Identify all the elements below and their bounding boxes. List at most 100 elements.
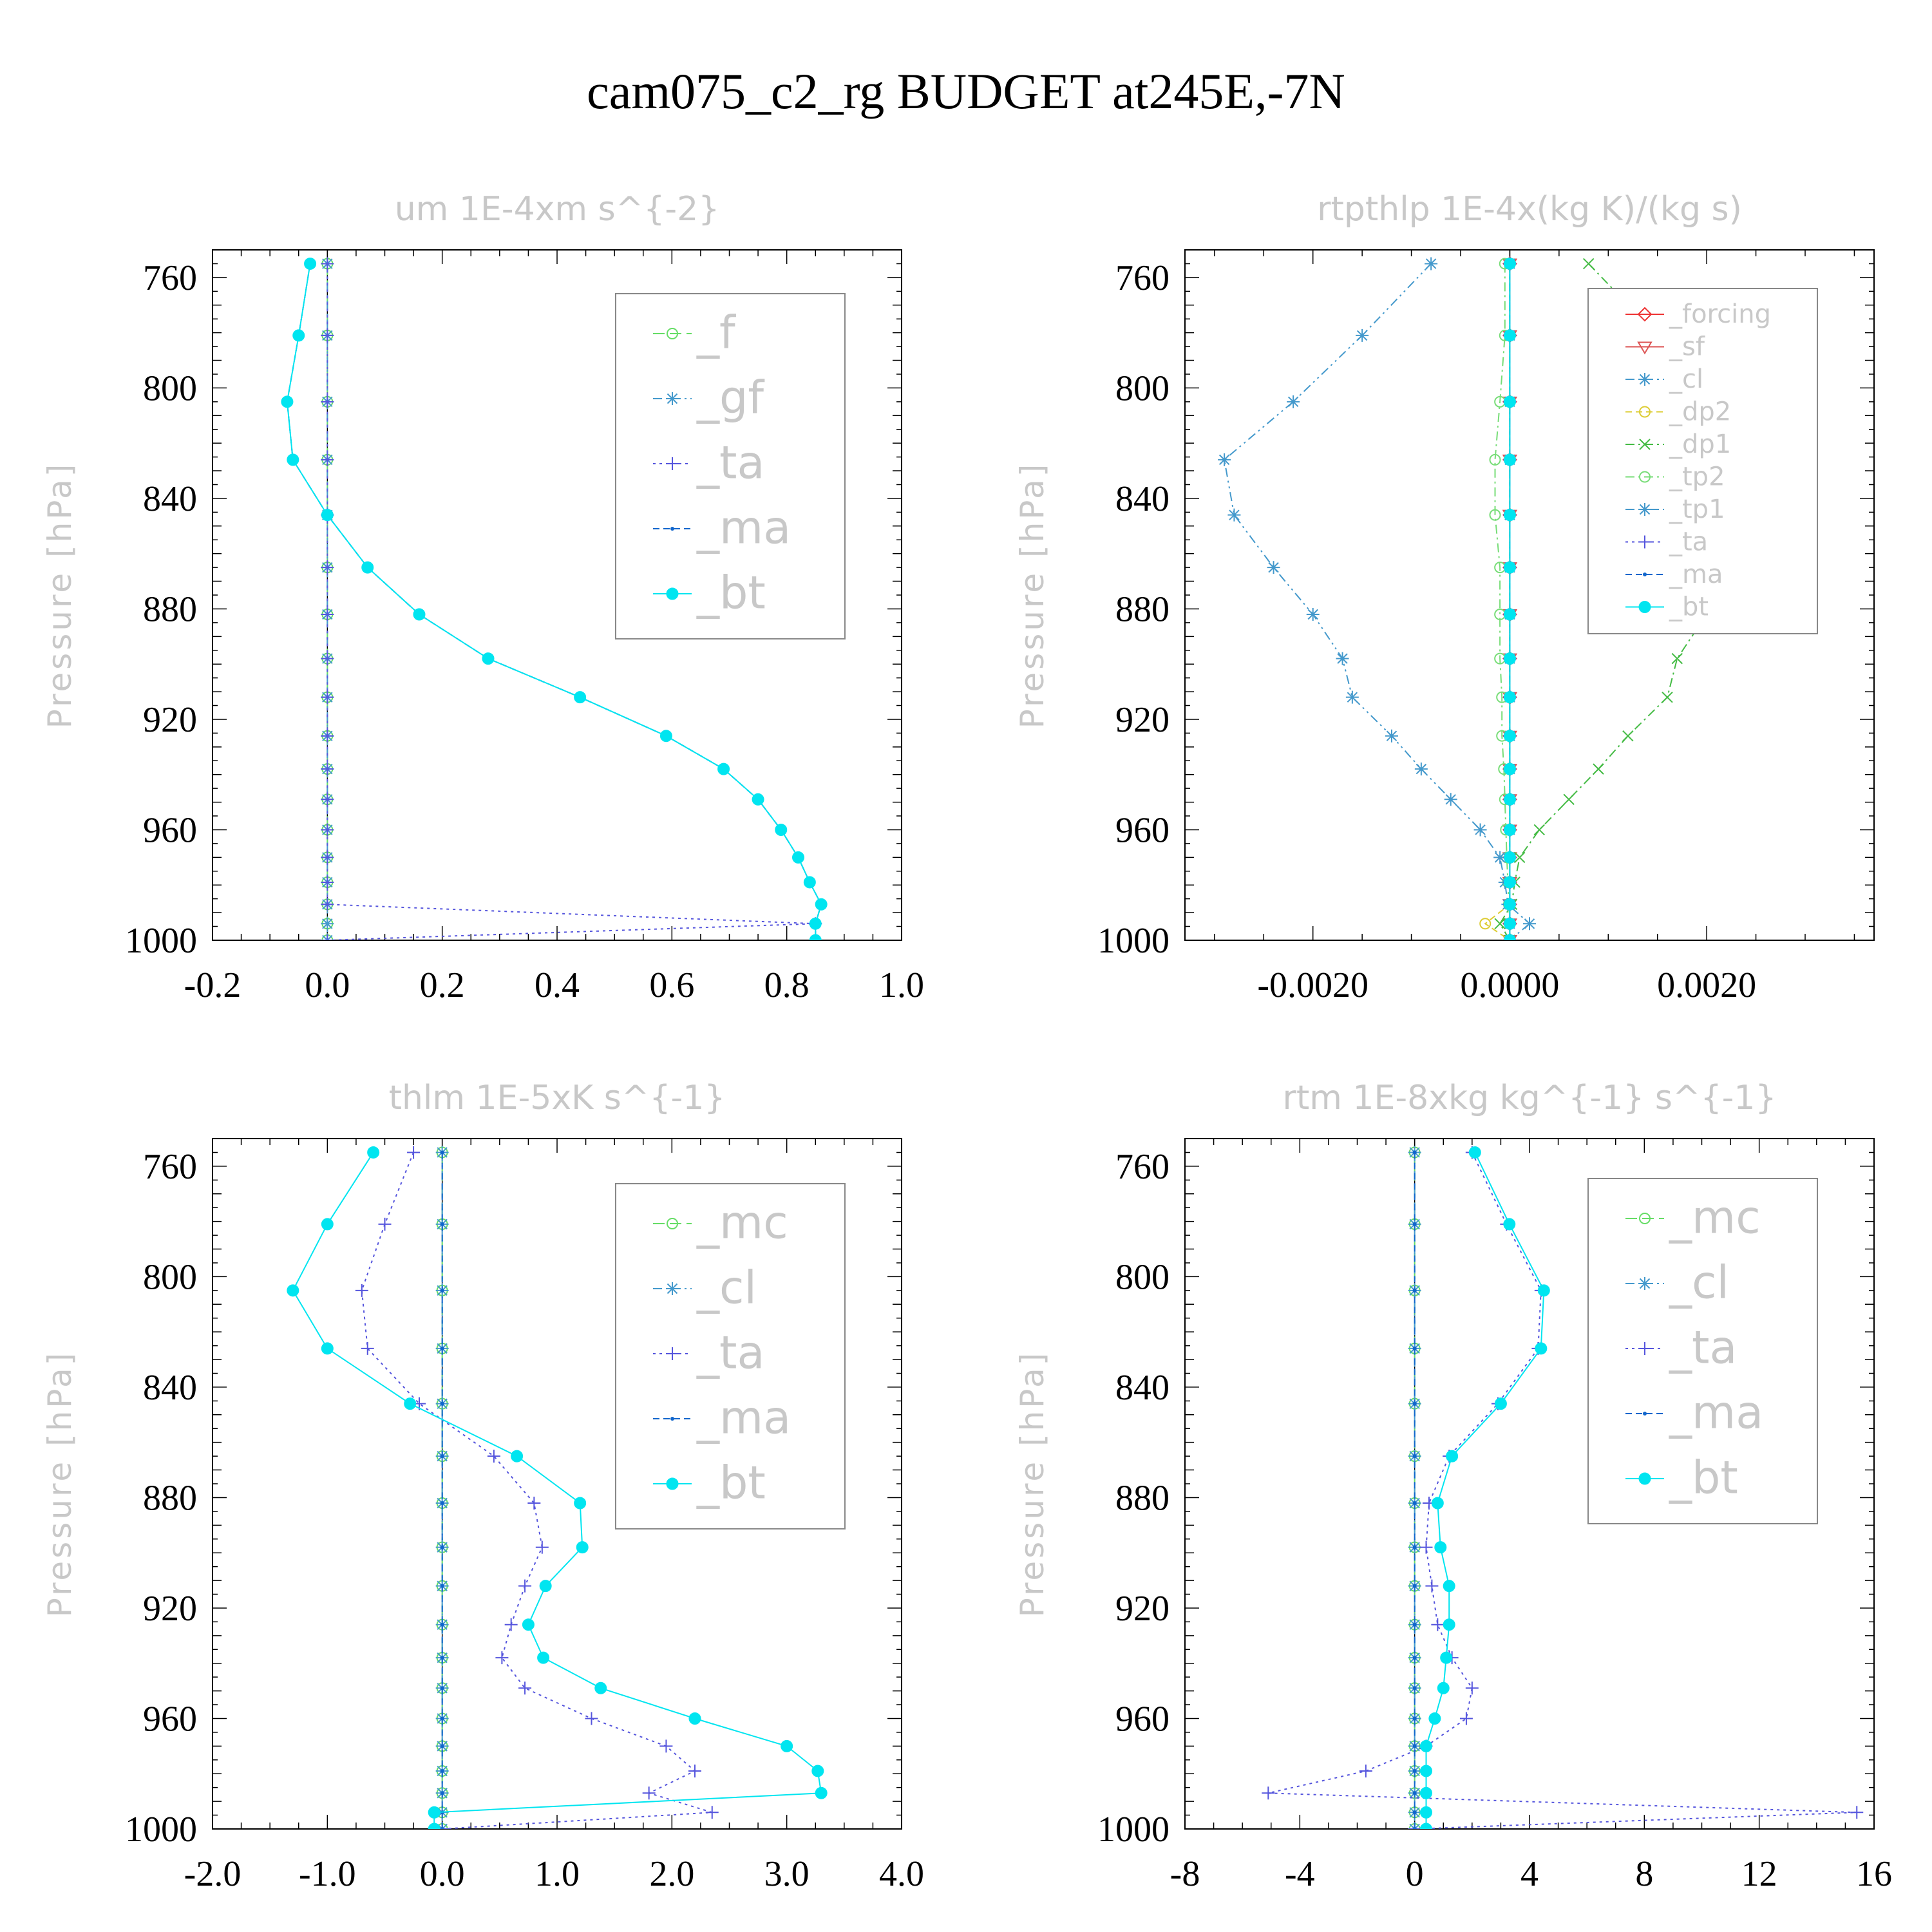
data-point-bt bbox=[811, 1765, 824, 1777]
legend-entry: _bt bbox=[1669, 1451, 1738, 1504]
x-tick-label: 1.0 bbox=[879, 965, 924, 1005]
legend-entry: _ta bbox=[1669, 1321, 1737, 1374]
data-point-ta bbox=[518, 1681, 532, 1695]
y-tick-label: 880 bbox=[1115, 1478, 1170, 1518]
data-point-dp1 bbox=[1622, 730, 1634, 742]
panel-title: thlm 1E-5xK s^{-1} bbox=[389, 1079, 726, 1117]
y-tick-label: 760 bbox=[143, 1147, 197, 1187]
data-point-ta bbox=[321, 453, 334, 466]
legend: _mc _cl _ta _ma _bt bbox=[1587, 1178, 1818, 1524]
x-tick-label: 8 bbox=[1635, 1854, 1653, 1894]
data-point-ma bbox=[440, 1288, 444, 1293]
data-point-tp1 bbox=[1267, 561, 1280, 574]
data-point-ma bbox=[1412, 1791, 1417, 1795]
data-point-ma bbox=[1412, 1810, 1417, 1815]
x-tick-label: 0.0 bbox=[305, 965, 350, 1005]
data-point-bt bbox=[594, 1681, 607, 1694]
data-point-ta bbox=[407, 1146, 421, 1159]
legend-marker-ta bbox=[666, 457, 679, 470]
legend-entry: _forcing bbox=[1669, 299, 1771, 329]
y-tick-label: 880 bbox=[1115, 589, 1170, 629]
series-line-ta bbox=[327, 263, 816, 940]
chart-panel-3: thlm 1E-5xK s^{-1} Pressure [hPa] 760 800 84… bbox=[41, 1079, 924, 1894]
data-point-bt bbox=[281, 395, 294, 408]
data-point-tp1 bbox=[1473, 823, 1487, 837]
data-point-ta bbox=[321, 875, 334, 889]
data-point-tp1 bbox=[1414, 762, 1428, 776]
data-point-tp1 bbox=[1444, 793, 1457, 806]
data-point-bt bbox=[752, 793, 764, 806]
chart-panels: um 1E-4xm s^{-2}Pressure [hPa]7608008408… bbox=[41, 190, 1892, 1894]
data-point-ta bbox=[527, 1497, 541, 1510]
y-ticks bbox=[213, 249, 902, 941]
data-point-ta bbox=[688, 1764, 701, 1777]
data-point-ta bbox=[1459, 1712, 1473, 1725]
y-tick-label: 840 bbox=[1115, 1368, 1170, 1408]
series-group bbox=[1262, 1146, 1864, 1829]
series-group bbox=[281, 257, 828, 940]
y-axis-label: Pressure [hPa] bbox=[1014, 1350, 1051, 1618]
data-point-bt bbox=[292, 329, 305, 342]
y-tick-label: 840 bbox=[1115, 479, 1170, 519]
data-point-bt bbox=[803, 876, 816, 889]
panel-title: rtpthlp 1E-4x(kg K)/(kg s) bbox=[1317, 190, 1742, 229]
y-tick-label: 1000 bbox=[125, 1810, 197, 1850]
data-point-bt bbox=[321, 509, 334, 522]
y-ticks bbox=[1185, 1138, 1874, 1830]
data-point-bt bbox=[413, 608, 426, 621]
data-point-ta bbox=[321, 395, 334, 408]
data-point-bt bbox=[1494, 1397, 1507, 1410]
x-tick-label: 0.4 bbox=[535, 965, 580, 1005]
legend-marker-ma bbox=[1643, 1412, 1647, 1416]
x-tick-label: 16 bbox=[1856, 1854, 1892, 1894]
data-point-bt bbox=[1503, 257, 1516, 270]
legend-marker-dp2 bbox=[1639, 406, 1651, 418]
data-point-ma bbox=[440, 1791, 444, 1795]
data-point-bt bbox=[304, 257, 317, 270]
legend-marker-bt bbox=[1638, 1472, 1651, 1485]
data-point-bt bbox=[781, 1739, 793, 1752]
y-tick-label: 920 bbox=[1115, 700, 1170, 740]
data-point-bt bbox=[1443, 1618, 1455, 1631]
data-point-ma bbox=[440, 1222, 444, 1226]
x-ticks bbox=[1184, 1139, 1875, 1829]
data-point-bt bbox=[717, 762, 730, 775]
data-point-ma bbox=[440, 1501, 444, 1506]
legend-marker-ta bbox=[1638, 535, 1651, 549]
legend-marker-ma bbox=[670, 527, 674, 531]
data-point-ma bbox=[1412, 1656, 1417, 1660]
data-point-ma bbox=[440, 1150, 444, 1155]
data-point-bt bbox=[321, 1342, 334, 1355]
y-ticks bbox=[1185, 249, 1874, 941]
data-point-bt bbox=[809, 917, 822, 930]
x-tick-label: 0.2 bbox=[420, 965, 465, 1005]
data-point-bt bbox=[1428, 1712, 1441, 1725]
series-line-bt bbox=[1425, 1151, 1545, 1829]
legend-marker-tp2 bbox=[1639, 471, 1651, 483]
series-group bbox=[287, 1146, 828, 1829]
legend-entry: _ma bbox=[1669, 1386, 1763, 1439]
x-tick-label: -0.2 bbox=[184, 965, 242, 1005]
legend-entry: _ma bbox=[1669, 560, 1723, 589]
data-point-ma bbox=[440, 1716, 444, 1721]
data-point-bt bbox=[1503, 730, 1516, 743]
data-point-ma bbox=[440, 1545, 444, 1549]
y-tick-label: 1000 bbox=[125, 921, 197, 961]
legend-entry: _cl bbox=[1669, 365, 1703, 394]
y-tick-label: 840 bbox=[143, 1368, 197, 1408]
legend-box bbox=[615, 293, 846, 639]
data-point-bt bbox=[1503, 934, 1516, 940]
data-point-bt bbox=[792, 851, 804, 864]
data-point-gf bbox=[321, 917, 334, 931]
legend-marker-ma bbox=[670, 1417, 674, 1421]
series-line-ta bbox=[1268, 1151, 1857, 1829]
data-point-bt bbox=[1503, 917, 1516, 930]
legend: _f _gf _ta _ma _bt bbox=[615, 293, 846, 639]
data-point-ta bbox=[321, 257, 334, 270]
data-point-ma bbox=[1412, 1222, 1417, 1226]
data-point-ta bbox=[321, 793, 334, 806]
legend-marker-bt bbox=[666, 587, 679, 600]
legend-entry: _tp2 bbox=[1669, 462, 1725, 491]
legend-entry: _ta bbox=[1669, 527, 1708, 556]
data-point-bt bbox=[1503, 608, 1516, 621]
